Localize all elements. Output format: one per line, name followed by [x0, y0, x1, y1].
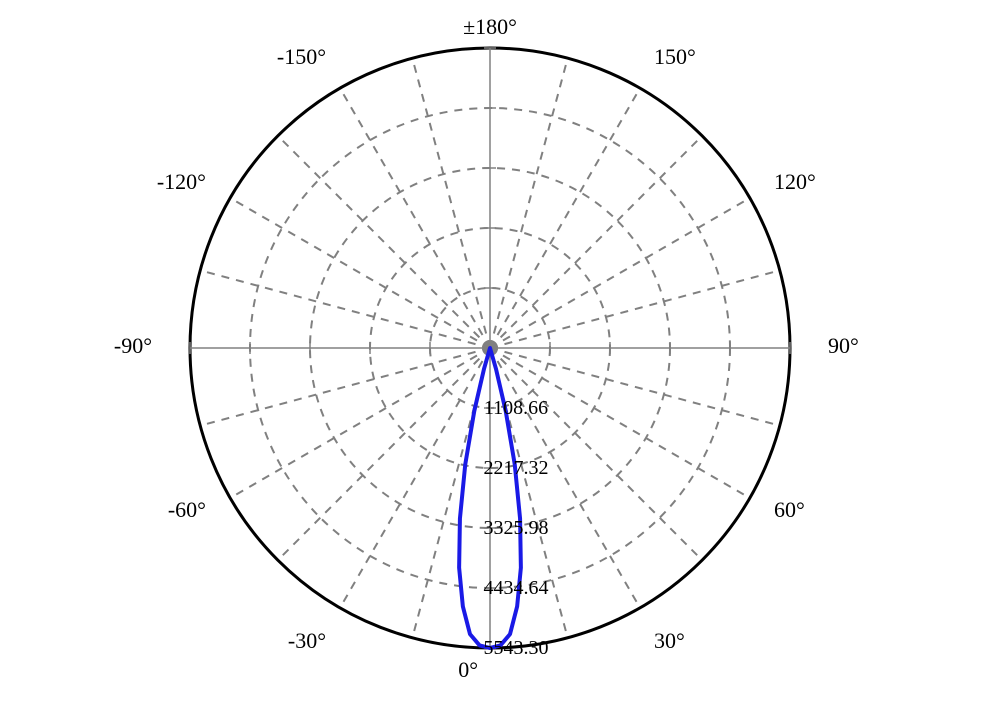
angle-label: ±180°: [463, 14, 517, 39]
angle-label: 30°: [654, 628, 685, 653]
angle-label: -120°: [157, 169, 206, 194]
angle-label: -150°: [277, 44, 326, 69]
radial-tick-label: 3325.98: [484, 517, 549, 539]
angle-label: -30°: [288, 628, 326, 653]
angle-label: 120°: [774, 169, 816, 194]
angle-label: -90°: [114, 333, 152, 358]
polar-chart: 1108.66 2217.32 3325.98 4434.64 5543.30 0° 30°…: [0, 0, 1004, 705]
radial-tick-label: 1108.66: [484, 397, 548, 419]
angle-label: 0°: [458, 657, 478, 682]
radial-tick-label: 5543.30: [484, 637, 549, 659]
radial-tick-label: 2217.32: [484, 457, 549, 479]
angle-label: 150°: [654, 44, 696, 69]
angle-label: 60°: [774, 497, 805, 522]
angle-label: -60°: [168, 497, 206, 522]
angle-label: 90°: [828, 333, 859, 358]
radial-tick-label: 4434.64: [484, 577, 549, 599]
